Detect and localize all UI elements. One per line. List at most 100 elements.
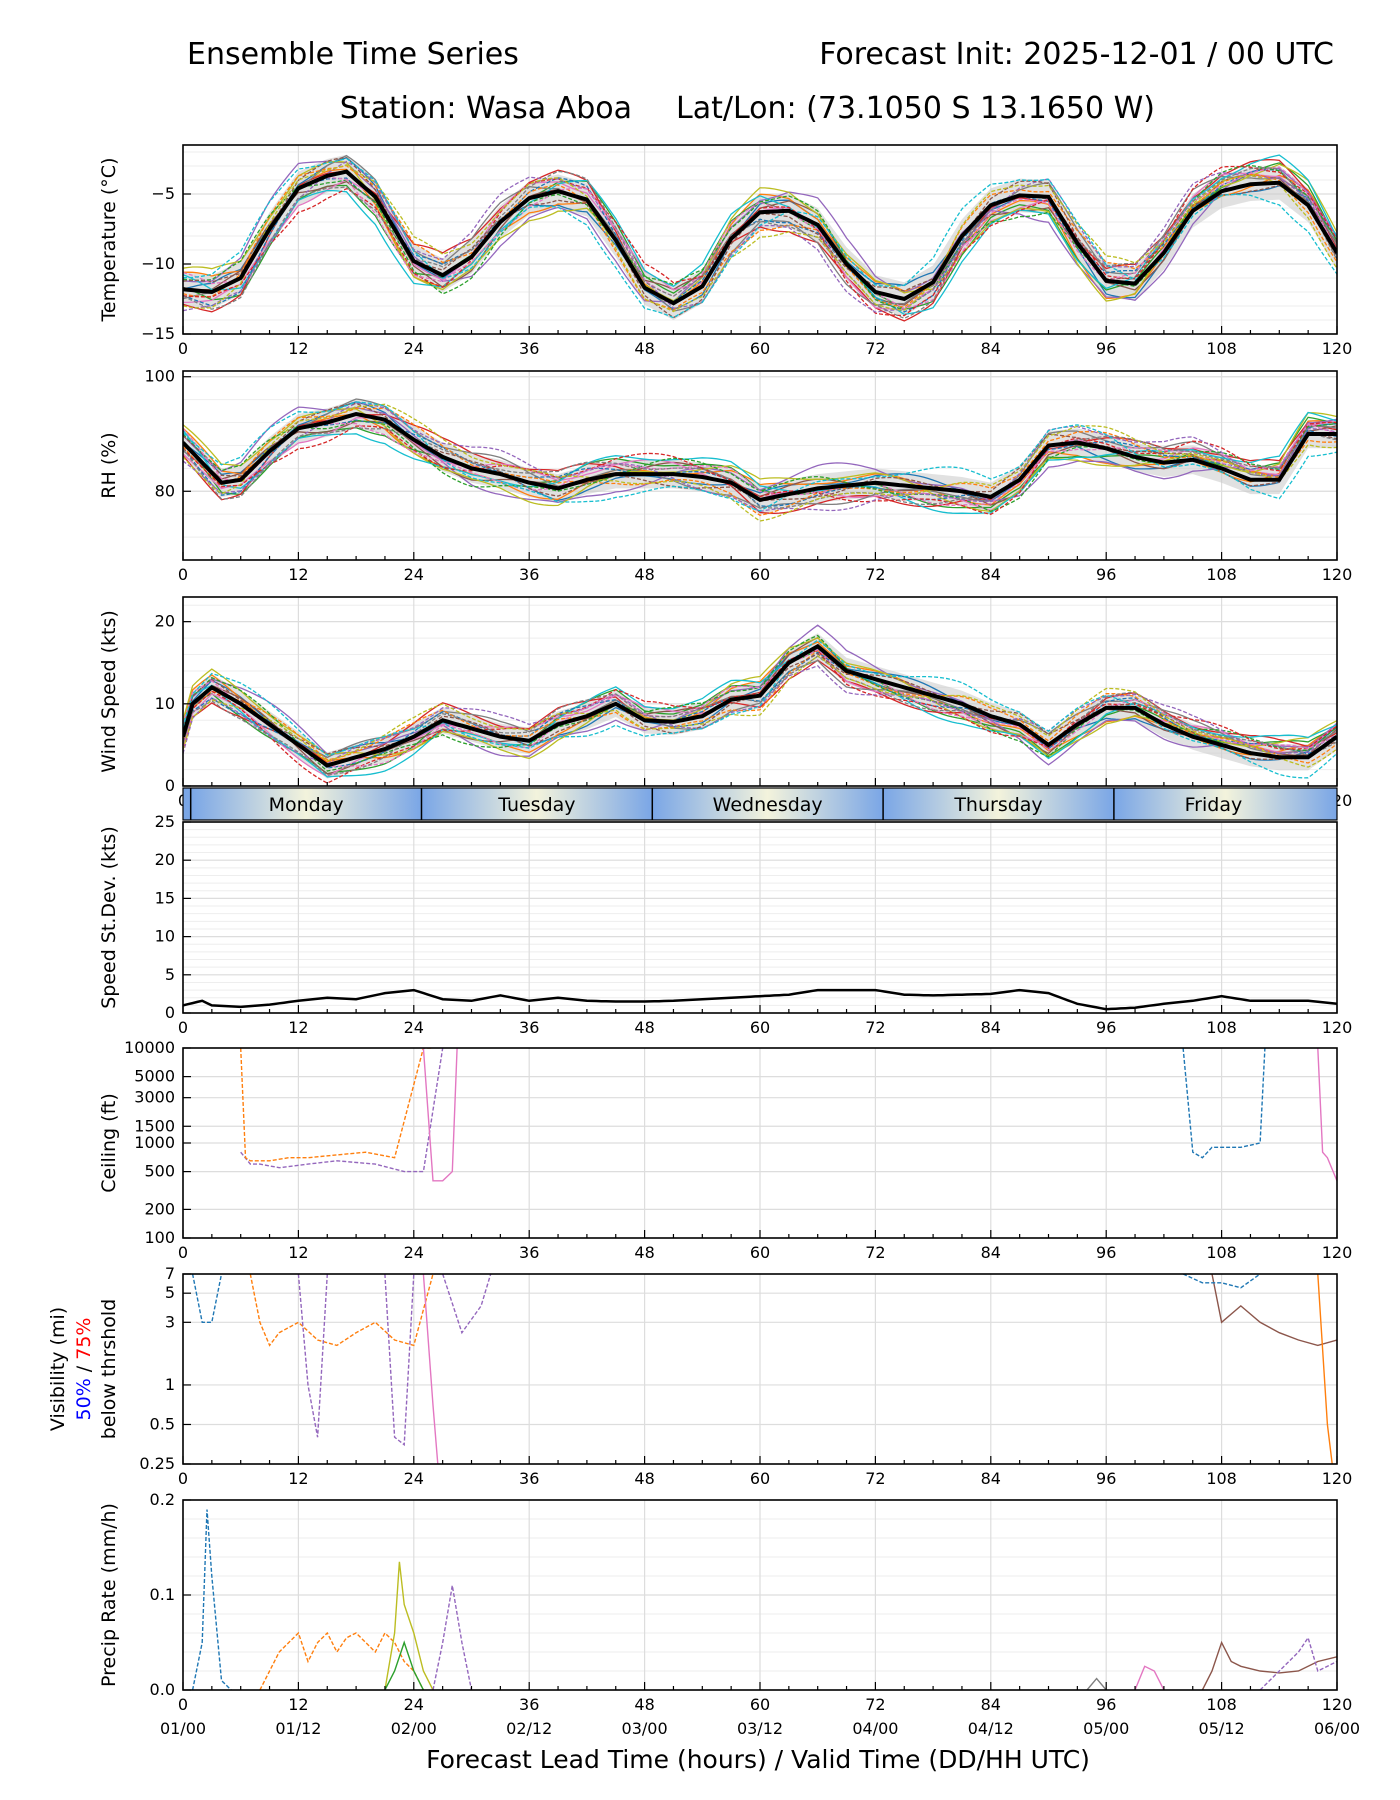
- panel-4: 0 12 24 36 48 60 72 84 96 108 120 100 200 500 10001500…: [98, 1038, 1352, 1262]
- day-label: Monday: [269, 794, 344, 816]
- x-tick-label: 84: [981, 565, 1001, 584]
- x-tick-label: 12: [288, 1469, 308, 1488]
- member-line: [1259, 1636, 1337, 1690]
- panel-data: [191, 1509, 1337, 1690]
- x-tick-label: 120: [1322, 339, 1353, 358]
- day-segment-partial: [183, 788, 191, 820]
- panel-data: [191, 1274, 1337, 1464]
- member-line: [191, 1274, 223, 1323]
- x-tick-label: 24: [404, 1469, 424, 1488]
- x-tick-label: 84: [981, 1469, 1001, 1488]
- x-tick-label: 36: [519, 1243, 539, 1262]
- y-axis-label: Temperature (°C): [98, 158, 120, 323]
- x-tick-label: 12: [288, 339, 308, 358]
- x-tick-label: 72: [865, 1695, 885, 1714]
- member-line: [183, 408, 1337, 513]
- valid-time-label: 02/00: [391, 1719, 437, 1738]
- threshold-sep: /: [73, 1360, 95, 1378]
- member-line: [183, 157, 1337, 319]
- member-line: [183, 419, 1337, 513]
- day-label: Wednesday: [713, 794, 823, 816]
- y-axis-label: RH (%): [98, 432, 120, 498]
- x-tick-label: 96: [1096, 1243, 1116, 1262]
- x-tick-label: 36: [519, 565, 539, 584]
- member-line: [183, 639, 1337, 779]
- y-axis-label: Speed St.Dev. (kts): [98, 826, 120, 1009]
- x-tick-label: 24: [404, 1243, 424, 1262]
- x-tick-label: 60: [750, 1243, 770, 1262]
- member-line: [183, 649, 1337, 764]
- panel-1: 0 12 24 36 48 60 72 84 96 108 120 80 100 RH (%): [98, 367, 1352, 584]
- y-tick-label: 10000: [124, 1038, 175, 1057]
- member-line: [183, 164, 1337, 311]
- y-tick-label: 3000: [134, 1088, 175, 1107]
- y-tick-label: 0: [165, 1003, 175, 1022]
- x-tick-label: 24: [404, 339, 424, 358]
- x-tick-label: 0: [178, 1018, 188, 1037]
- x-tick-label: 120: [1322, 565, 1353, 584]
- valid-time-label: 04/00: [852, 1719, 898, 1738]
- y-tick-label: 0.25: [139, 1454, 175, 1473]
- ensemble-mean-line: [183, 169, 1337, 306]
- y-tick-label: 1000: [134, 1133, 175, 1152]
- x-tick-label: 60: [750, 565, 770, 584]
- ensemble-mean-line: [183, 643, 1337, 768]
- y-axis-label: Precip Rate (mm/h): [98, 1503, 120, 1687]
- y-tick-label: 200: [144, 1199, 175, 1218]
- x-tick-label: 12: [288, 1695, 308, 1714]
- member-line: [183, 637, 1337, 760]
- member-line: [183, 421, 1337, 515]
- panel-data: [183, 398, 1337, 522]
- y-axis-label: Visibility (mi): [47, 1307, 69, 1431]
- valid-time-label: 03/00: [622, 1719, 668, 1738]
- x-tick-label: 108: [1206, 1695, 1237, 1714]
- x-tick-label: 96: [1096, 1469, 1116, 1488]
- x-tick-label: 60: [750, 339, 770, 358]
- y-tick-label: 80: [155, 481, 175, 500]
- y-axis-label: Wind Speed (kts): [98, 610, 120, 773]
- member-line: [183, 412, 1337, 514]
- y-tick-label: 1: [165, 1375, 175, 1394]
- member-line: [183, 403, 1337, 522]
- x-tick-label: 72: [865, 1469, 885, 1488]
- member-line: [183, 411, 1337, 515]
- member-line: [384, 1640, 425, 1690]
- x-tick-label: 48: [634, 1018, 654, 1037]
- valid-time-label: 04/12: [968, 1719, 1014, 1738]
- y-tick-label: 0.5: [150, 1414, 175, 1433]
- panel-data: [183, 624, 1337, 784]
- x-tick-label: 48: [634, 1469, 654, 1488]
- member-line: [183, 648, 1337, 768]
- x-tick-label: 36: [519, 1018, 539, 1037]
- panel-6: 0 12 24 36 48 60 72 84 96 108 120 01/00 01/12 02/00 02…: [98, 1490, 1360, 1738]
- y-tick-label: 10: [155, 694, 175, 713]
- x-tick-label: 108: [1206, 339, 1237, 358]
- y-tick-label: −10: [141, 254, 175, 273]
- x-tick-label: 36: [519, 339, 539, 358]
- x-tick-label: 0: [178, 339, 188, 358]
- x-axis-label: Forecast Lead Time (hours) / Valid Time …: [426, 1745, 1090, 1774]
- member-line: [442, 1274, 492, 1335]
- valid-time-label: 03/12: [737, 1719, 783, 1738]
- stdev-line: [183, 988, 1337, 1011]
- x-tick-label: 24: [404, 1695, 424, 1714]
- day-label: Thursday: [953, 794, 1042, 816]
- member-line: [183, 422, 1337, 506]
- day-label: Tuesday: [497, 794, 575, 816]
- ensemble-mean-line: [183, 411, 1337, 503]
- threshold-75: 75%: [73, 1318, 95, 1360]
- member-line: [1134, 1665, 1165, 1690]
- x-tick-label: 84: [981, 339, 1001, 358]
- member-line: [183, 655, 1337, 768]
- y-tick-label: 5: [165, 1283, 175, 1302]
- x-tick-label: 72: [865, 565, 885, 584]
- y-tick-label: 1500: [134, 1116, 175, 1135]
- x-tick-label: 120: [1322, 1695, 1353, 1714]
- x-tick-label: 60: [750, 1018, 770, 1037]
- x-tick-label: 96: [1096, 1695, 1116, 1714]
- day-bar: Monday Tuesday Wednesday Thursday Friday: [182, 787, 1338, 821]
- x-tick-label: 36: [519, 1695, 539, 1714]
- x-tick-label: 24: [404, 1018, 424, 1037]
- member-line: [183, 164, 1337, 310]
- x-tick-label: 0: [178, 1469, 188, 1488]
